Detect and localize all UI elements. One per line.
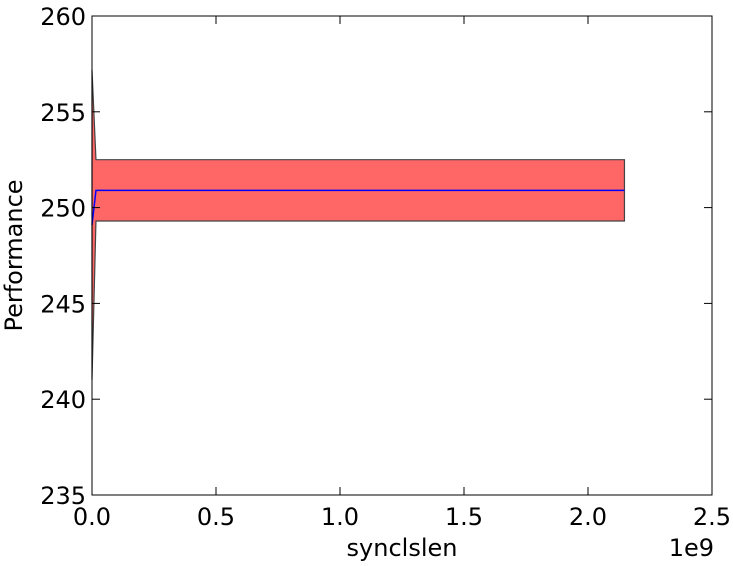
y-tick-label: 250 bbox=[40, 195, 86, 223]
y-tick-label: 260 bbox=[40, 3, 86, 31]
x-axis-ticks: 0.0 0.5 1.0 1.5 2.0 2.5 bbox=[73, 16, 731, 531]
x-axis-label: synclslen bbox=[347, 534, 458, 562]
y-tick-label: 235 bbox=[40, 482, 86, 510]
y-tick-label: 255 bbox=[40, 99, 86, 127]
y-axis-ticks: 235 240 245 250 255 260 bbox=[40, 3, 712, 510]
line-layer bbox=[91, 189, 625, 225]
x-tick-label: 1.0 bbox=[321, 503, 359, 531]
x-tick-label: 0.0 bbox=[73, 503, 111, 531]
x-tick-label: 2.0 bbox=[569, 503, 607, 531]
x-axis-offset-label: 1e9 bbox=[669, 534, 714, 562]
mean-line-series-0 bbox=[91, 189, 625, 225]
x-tick-label: 0.5 bbox=[197, 503, 235, 531]
plot-frame bbox=[91, 15, 713, 496]
x-tick-label: 2.5 bbox=[693, 503, 731, 531]
y-tick-label: 245 bbox=[40, 290, 86, 318]
y-tick-label: 240 bbox=[40, 386, 86, 414]
x-tick-label: 1.5 bbox=[445, 503, 483, 531]
y-axis-label: Performance bbox=[0, 179, 28, 331]
